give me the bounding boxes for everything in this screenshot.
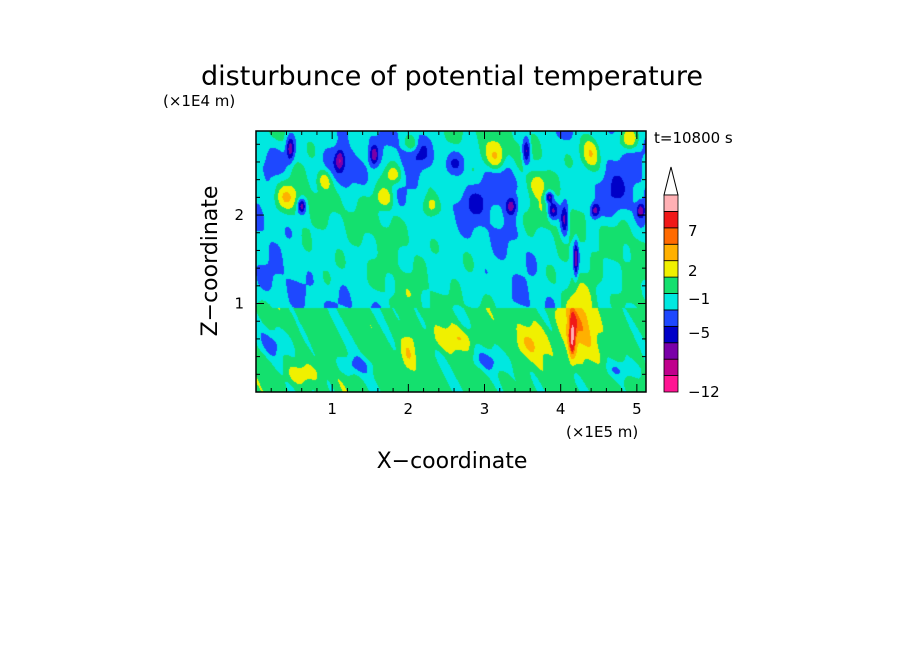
colorbar-swatch	[663, 342, 679, 360]
colorbar-swatch	[663, 276, 679, 294]
y-tick-label: 1	[234, 295, 244, 313]
colorbar-swatch	[663, 243, 679, 262]
colorbar-extend-arrow	[663, 166, 679, 196]
colorbar-label: −12	[688, 383, 720, 401]
y-tick-label: 2	[234, 206, 244, 224]
y-tick-labels: 1 2	[234, 206, 244, 312]
colorbar-swatch	[663, 227, 679, 245]
contour-field	[256, 131, 646, 392]
plot-area	[255, 130, 647, 393]
x-tick-label: 3	[480, 400, 490, 418]
colorbar-labels: 7 2 −1 −5 −12	[688, 222, 720, 401]
axis-tick-marks	[256, 131, 646, 392]
x-tick-labels: 1 2 3 4 5	[327, 400, 641, 418]
x-axis-title: X−coordinate	[377, 449, 528, 474]
x-tick-label: 5	[632, 400, 642, 418]
y-axis-title: Z−coordinate	[198, 186, 223, 337]
colorbar-label: −5	[688, 324, 710, 342]
colorbar: 7 2 −1 −5 −12	[663, 166, 720, 401]
colorbar-swatch	[663, 293, 679, 311]
colorbar-swatch	[663, 309, 679, 327]
colorbar-swatch	[663, 375, 679, 393]
x-tick-label: 2	[404, 400, 414, 418]
colorbar-swatch	[663, 194, 679, 212]
colorbar-label: −1	[688, 290, 710, 308]
colorbar-swatch	[663, 211, 679, 229]
colorbar-swatches	[663, 194, 679, 393]
colorbar-swatch	[663, 358, 679, 376]
x-tick-label: 4	[556, 400, 566, 418]
colorbar-label: 2	[688, 262, 698, 280]
colorbar-swatch	[663, 325, 679, 344]
time-label: t=10800 s	[654, 129, 733, 147]
x-unit-label: (×1E5 m)	[566, 423, 638, 441]
colorbar-swatch	[663, 260, 679, 278]
x-tick-label: 1	[327, 400, 337, 418]
colorbar-label: 7	[688, 222, 698, 240]
y-unit-label: (×1E4 m)	[163, 92, 235, 110]
chart-title: disturbunce of potential temperature	[201, 61, 703, 92]
plot-frame	[255, 130, 647, 393]
